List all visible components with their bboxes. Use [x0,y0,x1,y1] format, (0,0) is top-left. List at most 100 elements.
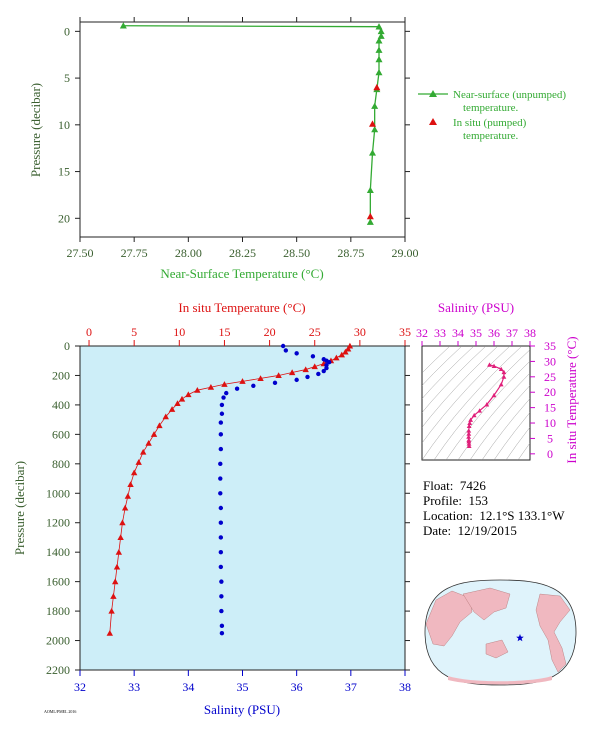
temperature-point [333,354,340,361]
pressure-tick-label: 2000 [46,634,70,648]
date-value: 12/19/2015 [457,523,517,538]
ts-point [466,434,472,439]
profile-value: 153 [468,493,489,508]
salinity-point [324,365,329,371]
ts-point [484,402,490,407]
temperature-point [185,391,192,398]
ts-temperature-tick-label: 15 [544,401,556,415]
temperature-tick-label: 25 [309,325,321,339]
salinity-point [218,520,224,525]
near-surface-y-tick-label: 5 [64,71,70,85]
salinity-point [218,476,223,481]
ts-point [466,428,472,433]
temperature-point [139,448,147,455]
near-surface-point [371,126,379,133]
temperature-point [239,378,246,384]
temperature-point [115,548,123,555]
salinity-tick-label: 35 [237,680,249,694]
pressure-tick-label: 400 [52,398,70,412]
density-contour [422,346,463,386]
near-surface-y-tick-label: 15 [58,165,70,179]
temperature-point [288,369,296,376]
temperature-point [121,504,129,511]
near-surface-point [377,27,385,35]
salinity-point [218,420,224,425]
ts-temperature-tick-label: 10 [544,416,556,430]
temperature-tick-label: 20 [264,325,276,339]
temperature-point [150,431,158,437]
salinity-point [218,549,224,555]
salinity-tick-label: 36 [291,680,303,694]
near-surface-x-tick-label: 28.00 [175,246,202,260]
ts-point [477,408,482,413]
salinity-point [218,461,223,467]
temperature-point [311,363,318,370]
profile-series [106,342,354,636]
profile-temperature-label: In situ Temperature (°C) [178,300,305,315]
near-surface-point [119,22,127,29]
ts-point [468,417,473,422]
map-land-asia [462,587,511,621]
pressure-tick-label: 800 [52,457,70,471]
density-contour [493,412,530,460]
temperature-point [174,400,181,406]
temperature-point [221,381,228,387]
near-surface-xlabel: Near-Surface Temperature (°C) [160,266,323,281]
temperature-point [130,469,138,476]
date-label: Date: [423,523,452,538]
salinity-point [218,491,223,496]
near-surface-x-tick-label: 28.25 [229,246,256,260]
ts-point [466,443,472,449]
legend-marker-near-surface [429,90,437,97]
ts-point [487,362,492,367]
near-surface-point [375,68,383,76]
float-value: 7426 [459,478,486,493]
density-contour [422,346,511,444]
temperature-tick-label: 0 [86,325,92,339]
ts-temperature-tick-label: 35 [544,339,556,353]
salinity-point [219,630,225,636]
ts-xlabel: Salinity (PSU) [438,300,514,315]
ts-salinity-tick-label: 35 [470,326,482,340]
ts-point [466,431,472,436]
pressure-tick-label: 600 [52,427,70,441]
ts-temperature-tick-label: 20 [544,385,556,399]
density-contour [445,360,530,460]
temperature-point [156,422,163,429]
near-surface-series [119,22,385,225]
temperature-tick-label: 10 [173,325,185,339]
legend-label-near-surface: Near-surface (unpumped) temperature. [453,89,569,114]
near-surface-point [375,37,383,44]
temperature-point [112,578,119,585]
near-surface-point [366,186,374,194]
legend-label-in-situ: In situ (pumped) temperature. [453,117,529,142]
map-land-africa-europe [425,590,473,647]
ts-point [501,369,507,375]
salinity-point [219,411,225,416]
pressure-tick-label: 1600 [46,575,70,589]
salinity-point [310,354,316,359]
profile-pressure-label: Pressure (decibar) [12,461,27,555]
density-contour [422,346,499,428]
map-land-australia [485,639,509,659]
salinity-point [294,351,299,356]
profile-label: Profile: [423,493,462,508]
salinity-point [218,432,224,437]
ts-point [471,412,477,418]
ts-point [491,392,497,398]
ts-salinity-tick-label: 34 [452,326,464,340]
density-contour [422,346,451,374]
temperature-point [162,413,169,420]
ts-salinity-tick-label: 38 [524,326,536,340]
salinity-point [321,368,326,374]
ts-point [467,420,473,425]
near-surface-x-tick-label: 28.50 [283,246,310,260]
temperature-point [145,440,152,446]
near-surface-point [375,55,383,63]
map-land-antarctica [448,676,552,685]
salinity-point [224,390,229,396]
temperature-point [207,384,215,390]
